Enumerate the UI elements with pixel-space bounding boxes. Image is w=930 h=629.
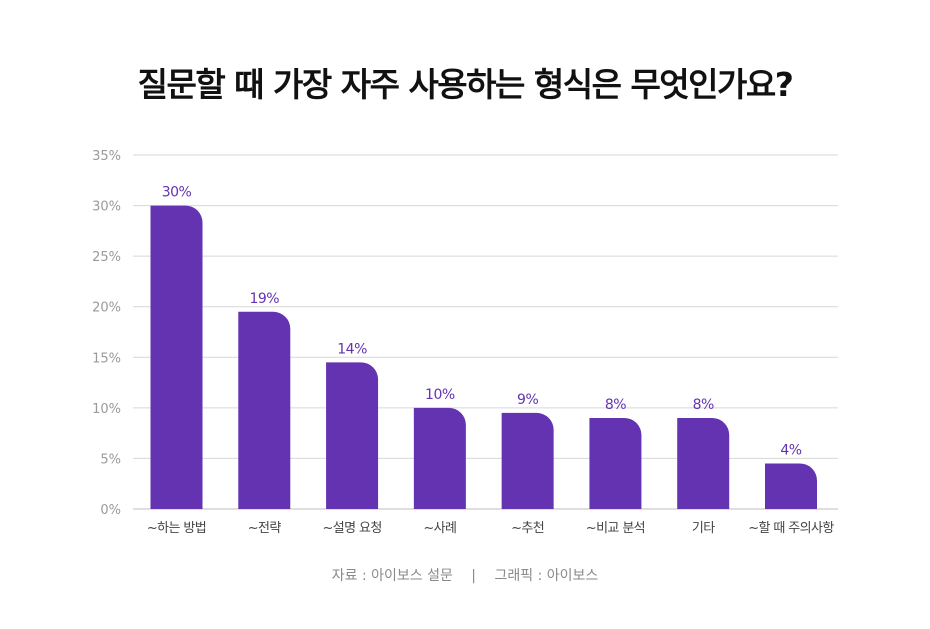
y-tick-label: 5%: [100, 452, 121, 467]
x-category-label: ~할 때 주의사항: [748, 521, 834, 536]
bar: [150, 205, 203, 510]
y-tick-label: 35%: [92, 149, 121, 164]
x-category-label: ~추천: [511, 521, 544, 536]
y-tick-label: 30%: [92, 200, 121, 215]
bar-value-label: 30%: [162, 185, 192, 201]
x-category-label: ~비교 분석: [586, 521, 645, 536]
bar: [326, 362, 379, 509]
x-category-label: 기타: [692, 521, 715, 536]
bar-value-label: 10%: [425, 387, 455, 403]
data-source-label: 자료 : 아이보스 설문: [331, 568, 453, 584]
bar: [501, 412, 554, 509]
bar: [677, 417, 730, 509]
bar: [589, 417, 642, 509]
bar: [765, 463, 817, 509]
bar-value-label: 19%: [249, 291, 279, 307]
bar: [238, 311, 291, 509]
x-category-label: ~설명 요청: [322, 521, 381, 536]
bar-value-label: 14%: [337, 341, 367, 357]
y-tick-label: 25%: [92, 250, 121, 265]
x-category-label: ~사례: [423, 521, 456, 536]
graphic-credit-label: 그래픽 : 아이보스: [494, 568, 599, 584]
bar-value-label: 8%: [693, 397, 714, 413]
bar-value-label: 8%: [605, 397, 626, 413]
bar-value-label: 4%: [780, 442, 801, 458]
source-separator: |: [471, 568, 477, 584]
y-tick-label: 0%: [100, 503, 121, 518]
bar: [413, 407, 466, 509]
x-category-label: ~하는 방법: [147, 521, 206, 536]
chart-title: 질문할 때 가장 자주 사용하는 형식은 무엇인가요?: [137, 65, 794, 104]
y-tick-label: 20%: [92, 301, 121, 316]
bar-value-label: 9%: [517, 392, 538, 408]
source-caption: 자료 : 아이보스 설문 | 그래픽 : 아이보스: [0, 565, 930, 585]
y-tick-label: 10%: [92, 402, 121, 417]
y-tick-label: 15%: [92, 351, 121, 366]
x-category-label: ~전략: [248, 521, 282, 536]
